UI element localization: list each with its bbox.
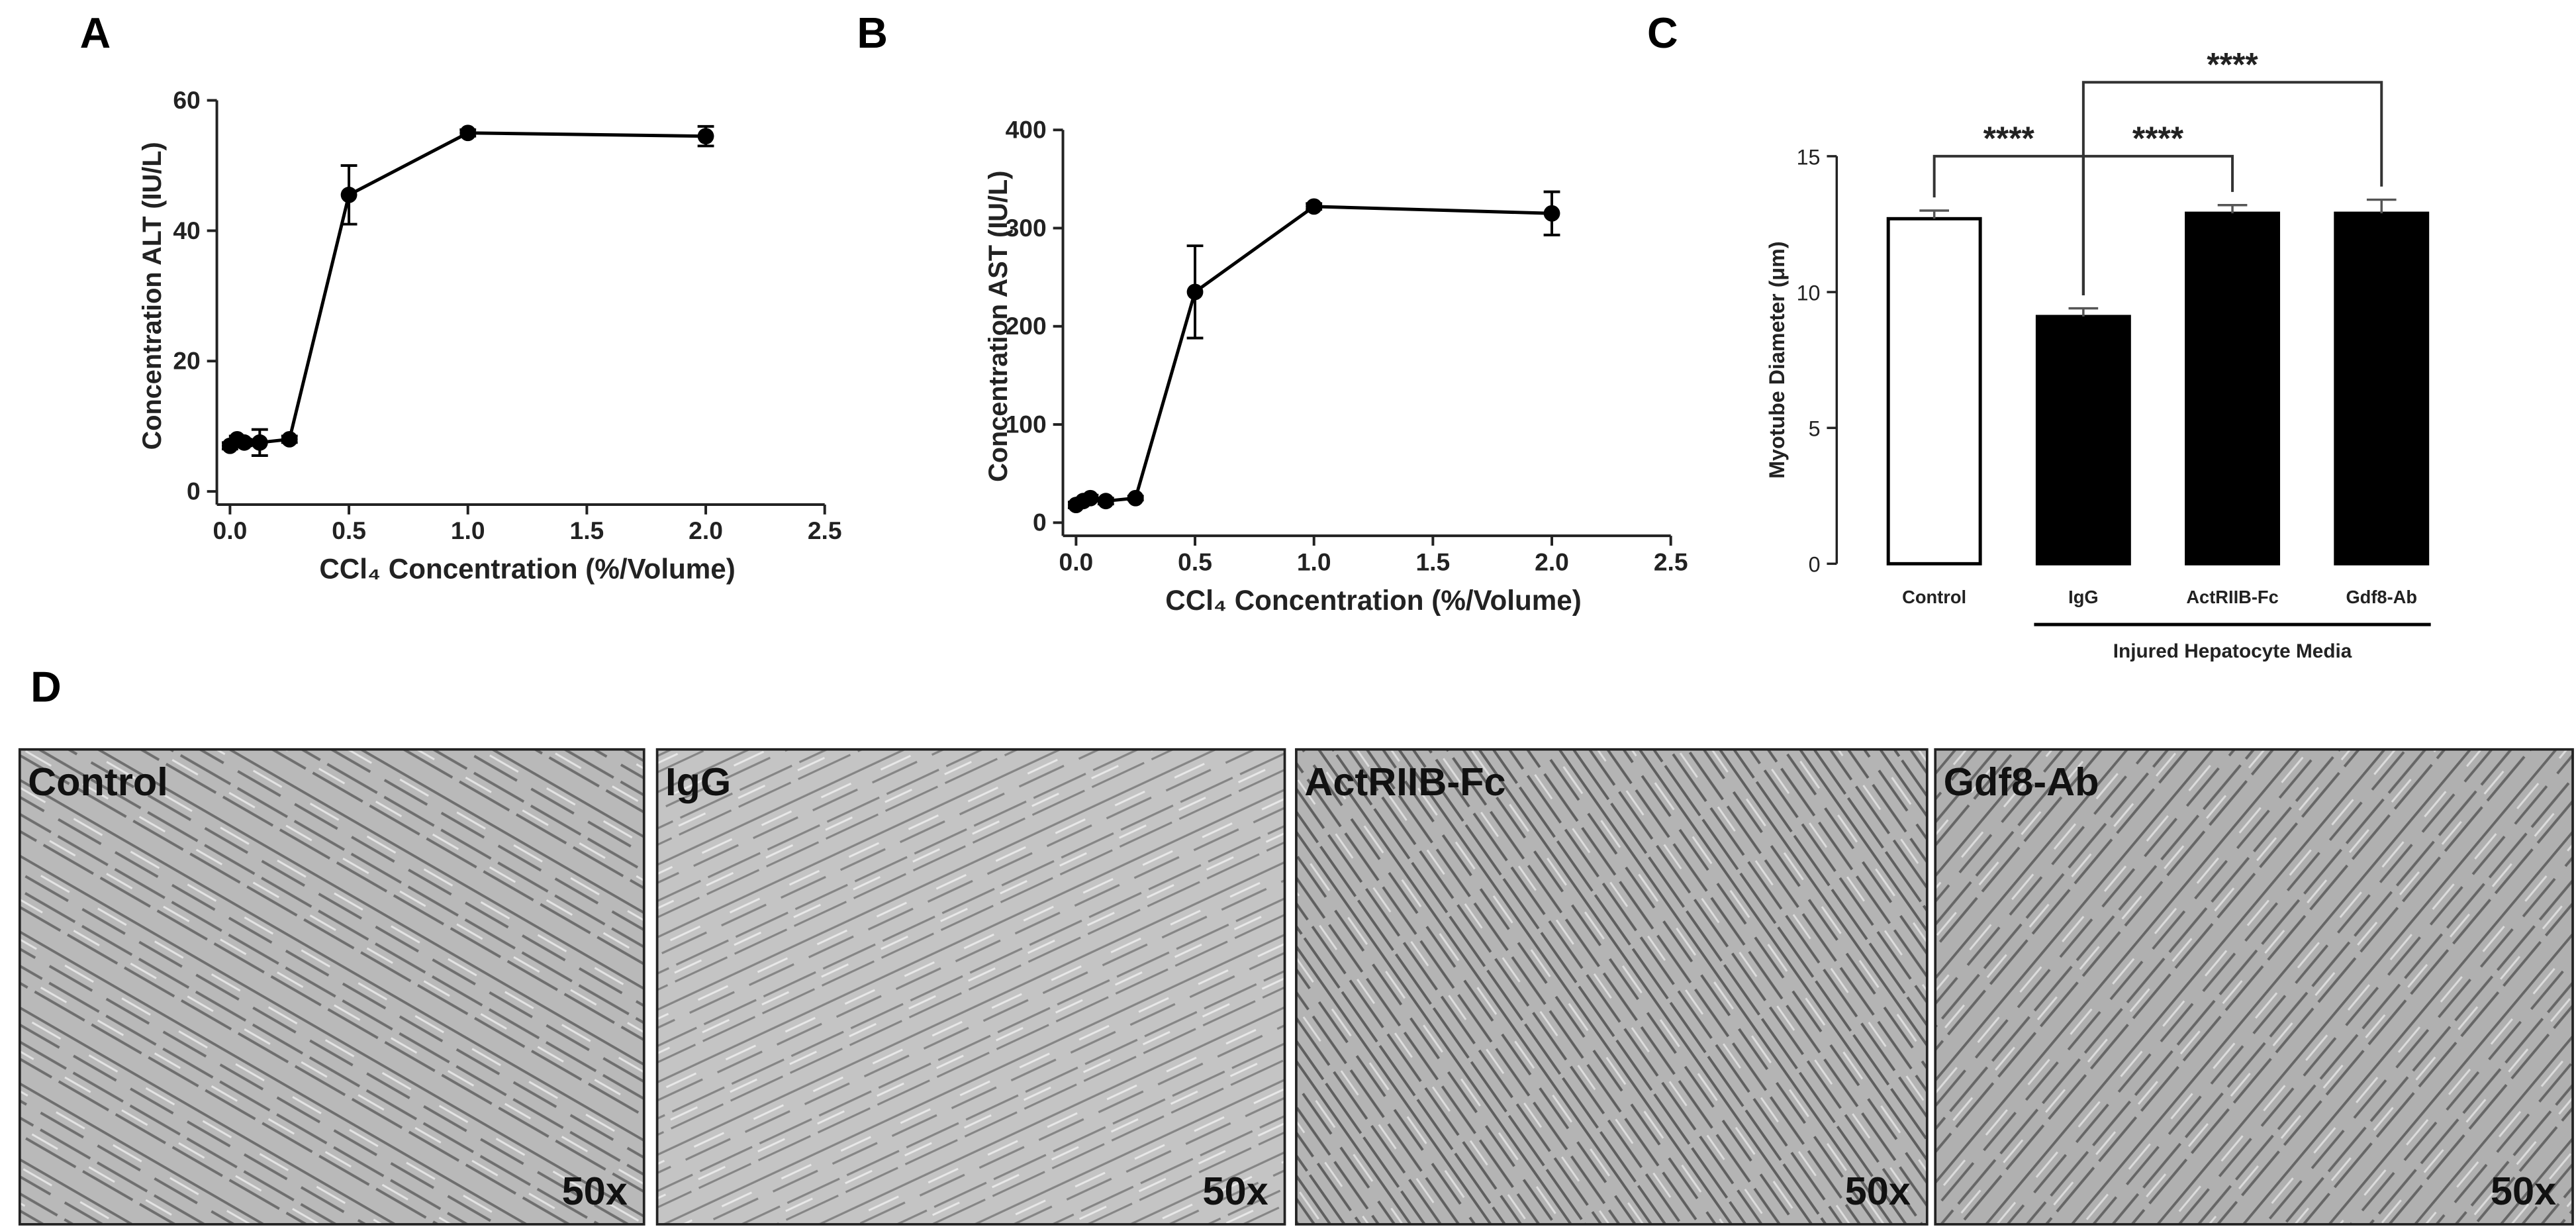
x-tick-label: 0.5 (1178, 548, 1212, 575)
micrograph-label: Gdf8-Ab (1944, 760, 2099, 804)
panel-label: B (857, 9, 888, 57)
x-tick-label: 1.0 (1297, 548, 1331, 575)
data-point (236, 434, 253, 451)
y-axis-label: Concentration ALT (IU/L) (138, 142, 167, 450)
y-tick-label: 15 (1797, 145, 1821, 169)
x-tick-label: 2.0 (689, 517, 723, 544)
data-line (1075, 205, 1552, 507)
micrograph (655, 748, 1286, 1226)
x-axis-label: CCl₄ Concentration (%/Volume) (319, 554, 735, 585)
error-bar (1919, 209, 1950, 219)
group-label: Injured Hepatocyte Media (2113, 640, 2352, 662)
y-tick-label: 0 (1809, 553, 1821, 577)
panel-label: C (1647, 9, 1678, 57)
data-point (697, 128, 714, 145)
x-tick-label: 2.5 (1654, 548, 1688, 575)
x-tick-label: IgG (2068, 587, 2098, 607)
error-bar (2217, 204, 2248, 214)
significance-label: **** (2207, 46, 2258, 83)
x-tick-label: Control (1902, 587, 1966, 607)
y-axis-label: Myotube Diameter (μm) (1765, 241, 1789, 478)
bar (2185, 211, 2281, 566)
y-tick-label: 60 (173, 86, 200, 114)
data-point (1543, 205, 1560, 222)
panel-a: A 0 20 40 60 0.0 0.5 1.0 1.5 2.0 2.5 CCl₄ Concentra… (80, 9, 842, 585)
y-axis-label: Concentration AST (IU/L) (984, 171, 1013, 482)
significance-bracket (2081, 81, 2383, 295)
x-tick-label: 2.5 (808, 517, 842, 544)
data-point (1082, 489, 1099, 507)
bar (1886, 217, 1982, 566)
y-tick-label: 400 (1006, 116, 1047, 144)
y-tick-label: 300 (1006, 214, 1047, 242)
panel-label: D (30, 663, 62, 711)
panel-d: D Control 50x IgG 50x ActRIIB-Fc 50x Gdf8-Ab 50x (18, 663, 2574, 1226)
panel-b: B 0 100 200 300 400 0.0 0.5 1.0 1.5 2.0 2.5 CCl₄ Con… (857, 9, 1688, 616)
y-tick-label: 10 (1797, 281, 1821, 305)
y-tick-label: 20 (173, 347, 200, 375)
x-axis-label: CCl₄ Concentration (%/Volume) (1165, 585, 1581, 616)
significance-label: **** (1983, 120, 2035, 157)
panel-label: A (80, 9, 111, 57)
x-tick-label: 1.0 (451, 517, 485, 544)
y-tick-label: 100 (1006, 410, 1047, 438)
magnification-label: 50x (1202, 1169, 1268, 1213)
x-tick-label: 1.5 (570, 517, 604, 544)
x-tick-label: 0.0 (1059, 548, 1094, 575)
micrograph-label: Control (28, 760, 168, 804)
data-point (251, 434, 268, 451)
data-point (340, 186, 358, 203)
magnification-label: 50x (562, 1169, 628, 1213)
x-tick-label: Gdf8-Ab (2346, 587, 2417, 607)
micrograph-label: ActRIIB-Fc (1304, 760, 1505, 804)
micrograph-label: IgG (665, 760, 731, 804)
data-point (459, 124, 477, 142)
significance-label: **** (2132, 120, 2184, 157)
y-tick-label: 0 (1033, 509, 1047, 536)
data-line (228, 131, 706, 448)
x-tick-label: 0.5 (332, 517, 366, 544)
panel-c: C 0 5 10 15 Myotube Diameter (μm) Control IgG Ac… (1647, 9, 2431, 662)
micrograph (1295, 748, 1929, 1226)
magnification-label: 50x (2491, 1169, 2556, 1213)
micrograph (18, 748, 645, 1226)
y-tick-label: 40 (173, 217, 200, 244)
bar (2334, 211, 2430, 566)
x-tick-label: ActRIIB-Fc (2186, 587, 2278, 607)
bar (2035, 315, 2131, 566)
error-bar (2366, 198, 2397, 214)
data-point (1097, 493, 1114, 510)
data-point (1306, 198, 1323, 215)
error-bar (2068, 307, 2099, 317)
x-tick-label: 2.0 (1535, 548, 1569, 575)
y-tick-label: 200 (1006, 312, 1047, 340)
x-tick-label: 1.5 (1415, 548, 1450, 575)
micrograph (1934, 748, 2574, 1226)
data-point (1186, 283, 1204, 301)
data-point (1127, 489, 1144, 507)
y-tick-label: 5 (1809, 417, 1821, 441)
x-tick-label: 0.0 (213, 517, 248, 544)
magnification-label: 50x (1845, 1169, 1911, 1213)
data-point (281, 430, 298, 448)
y-tick-label: 0 (187, 477, 201, 505)
